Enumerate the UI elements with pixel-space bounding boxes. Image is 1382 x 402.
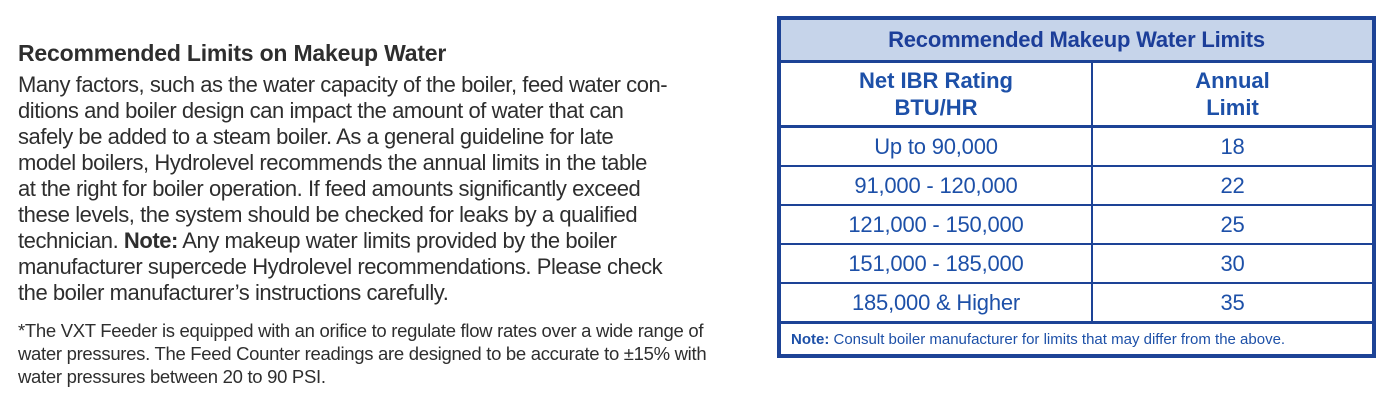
note-text: Consult boiler manufacturer for limits t…: [829, 330, 1286, 348]
table-row: Up to 90,000 18: [778, 125, 1376, 167]
table-row: 185,000 & Higher 35: [778, 282, 1376, 324]
table-row: 151,000 - 185,000 30: [778, 243, 1376, 284]
rating-cell: 151,000 - 185,000: [778, 243, 1093, 284]
section-heading: Recommended Limits on Makeup Water: [18, 40, 447, 66]
limit-cell: 22: [1090, 165, 1376, 206]
body-paragraph: Many factors, such as the water capacity…: [18, 72, 668, 305]
limit-cell: 30: [1090, 243, 1376, 284]
column-header-limit: Annual Limit: [1090, 60, 1376, 128]
limit-cell: 25: [1090, 204, 1376, 245]
table-note: Note: Consult boiler manufacturer for li…: [777, 321, 1376, 357]
rating-cell: Up to 90,000: [778, 125, 1093, 167]
limit-cell: 18: [1090, 125, 1376, 167]
left-text-column: Recommended Limits on Makeup Water Many …: [18, 40, 770, 388]
limit-cell: 35: [1090, 282, 1376, 324]
rating-cell: 185,000 & Higher: [778, 282, 1093, 324]
footnote: *The VXT Feeder is equipped with an orif…: [18, 320, 707, 387]
note-label: Note:: [791, 330, 830, 348]
column-header-rating: Net IBR Rating BTU/HR: [778, 60, 1093, 128]
rating-cell: 91,000 - 120,000: [778, 165, 1093, 206]
table-title-row: Recommended Makeup Water Limits: [777, 17, 1376, 63]
table-row: 91,000 - 120,000 22: [778, 165, 1376, 206]
table-row: 121,000 - 150,000 25: [778, 204, 1376, 245]
table-header-row: Net IBR Rating BTU/HR Annual Limit: [778, 60, 1376, 128]
rating-cell: 121,000 - 150,000: [778, 204, 1093, 245]
table-note-row: Note: Consult boiler manufacturer for li…: [777, 321, 1376, 357]
makeup-water-limits-table: Recommended Makeup Water Limits Net IBR …: [777, 16, 1377, 358]
table-title: Recommended Makeup Water Limits: [777, 17, 1376, 63]
